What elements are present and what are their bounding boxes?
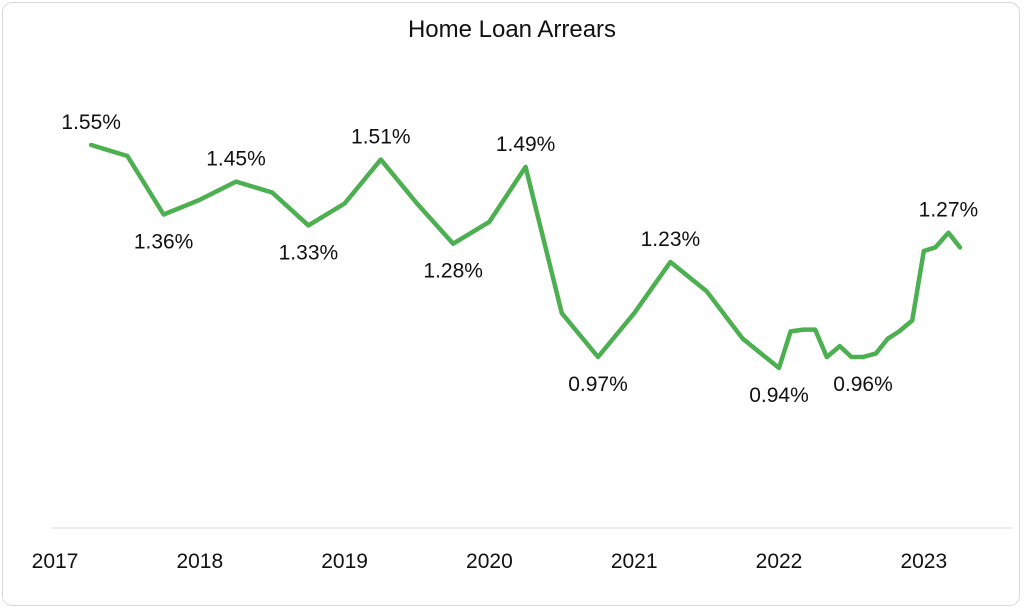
data-label: 1.27% — [919, 199, 979, 222]
data-label: 1.28% — [423, 260, 483, 283]
x-tick-label: 2017 — [32, 550, 79, 573]
data-label: 1.45% — [206, 148, 266, 171]
data-label: 1.55% — [61, 111, 121, 134]
data-label: 1.36% — [134, 230, 194, 253]
data-label: 1.23% — [641, 228, 701, 251]
x-tick-label: 2018 — [176, 550, 223, 573]
data-labels: 1.55% 1.36% 1.45% 1.33% 1.51% 1.28% 1.49% 0.97%… — [61, 111, 978, 407]
data-label: 0.97% — [568, 373, 628, 396]
x-tick-labels: 2017 2018 2019 2020 2021 2022 2023 — [32, 550, 948, 573]
x-tick-label: 2023 — [900, 550, 947, 573]
data-label: 0.94% — [749, 384, 809, 407]
data-label: 1.51% — [351, 126, 411, 149]
data-label: 0.96% — [833, 373, 893, 396]
x-tick-label: 2020 — [466, 550, 513, 573]
x-tick-label: 2019 — [321, 550, 368, 573]
data-label: 1.49% — [496, 133, 556, 156]
x-tick-label: 2022 — [756, 550, 803, 573]
series-line — [88, 142, 963, 371]
chart-title: Home Loan Arrears — [407, 16, 617, 43]
x-tick-label: 2021 — [611, 550, 658, 573]
data-label: 1.33% — [279, 241, 339, 264]
